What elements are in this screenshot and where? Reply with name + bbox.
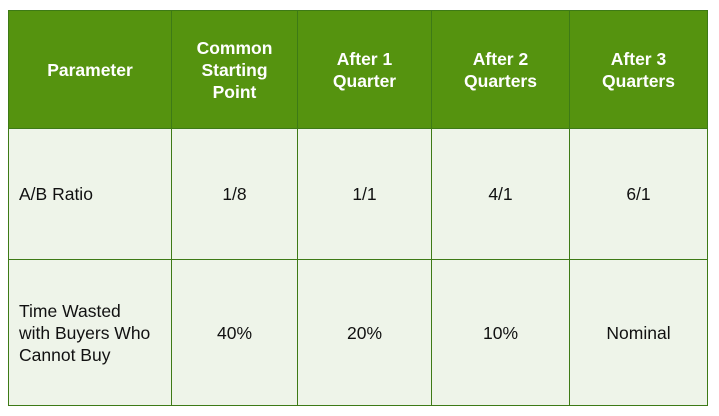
- header-after-1-quarter: After 1 Quarter: [297, 10, 432, 129]
- row-label-time-wasted: Time Wasted with Buyers Who Cannot Buy: [8, 259, 172, 406]
- table-cell: 6/1: [569, 128, 708, 260]
- header-row: Parameter Common Starting Point After 1 …: [8, 10, 708, 129]
- table-cell: 10%: [431, 259, 570, 406]
- table-cell: 1/8: [171, 128, 298, 260]
- table-cell: 40%: [171, 259, 298, 406]
- table-cell: 1/1: [297, 128, 432, 260]
- header-common-starting-point: Common Starting Point: [171, 10, 298, 129]
- table-cell: Nominal: [569, 259, 708, 406]
- header-after-2-quarters: After 2 Quarters: [431, 10, 570, 129]
- table-cell: 4/1: [431, 128, 570, 260]
- table-row: A/B Ratio 1/8 1/1 4/1 6/1: [8, 128, 708, 260]
- header-parameter: Parameter: [8, 10, 172, 129]
- comparison-table: Parameter Common Starting Point After 1 …: [8, 10, 708, 406]
- row-label-ab-ratio: A/B Ratio: [8, 128, 172, 260]
- table-row: Time Wasted with Buyers Who Cannot Buy 4…: [8, 259, 708, 406]
- table-cell: 20%: [297, 259, 432, 406]
- header-after-3-quarters: After 3 Quarters: [569, 10, 708, 129]
